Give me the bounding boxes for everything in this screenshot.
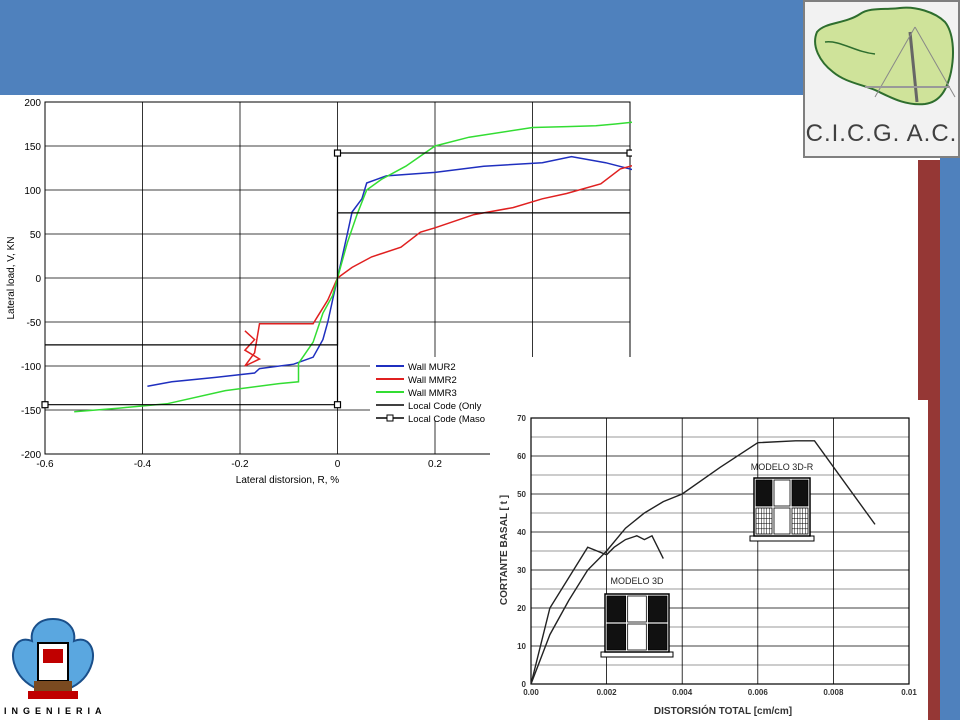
y-tick-label: 30 — [517, 566, 526, 575]
annotation-label: MODELO 3D — [610, 576, 664, 586]
x-tick-label: 0.006 — [748, 688, 769, 697]
y-tick-label: 50 — [30, 230, 42, 241]
building-3d-icon — [600, 593, 674, 658]
side-stripe-blue — [940, 0, 960, 720]
y-tick-label: 40 — [517, 528, 526, 537]
legend-label: Local Code (Only — [408, 401, 482, 412]
y-tick-label: 50 — [517, 490, 526, 499]
x-tick-label: -0.2 — [231, 459, 249, 470]
building-panel — [773, 479, 791, 507]
x-tick-label: -0.4 — [134, 459, 152, 470]
building-panel — [627, 595, 647, 623]
building-panel — [647, 623, 668, 651]
series-line-5 — [45, 152, 630, 406]
x-tick-label: 0.002 — [597, 688, 618, 697]
x-axis-label: Lateral distorsion, R, % — [236, 475, 339, 486]
building-panel — [755, 479, 773, 507]
university-label: INGENIERIA — [4, 706, 107, 716]
series-line-1 — [147, 155, 632, 387]
x-axis-label: DISTORSIÓN TOTAL [cm/cm] — [654, 704, 792, 717]
y-tick-label: 100 — [24, 186, 41, 197]
building-panel — [791, 479, 809, 507]
legend-label: Local Code (Maso — [408, 414, 485, 425]
y-tick-label: 60 — [517, 452, 526, 461]
y-tick-label: 70 — [517, 414, 526, 423]
y-axis-label: Lateral load, V, KN — [6, 236, 17, 319]
base-shear-chart: 0.00 0.002 0.004 0.006 0.008 0.01 0 10 20 30 40 50 6… — [490, 400, 928, 720]
y-tick-label: 0 — [35, 274, 41, 285]
series-line-2 — [530, 534, 664, 685]
series-marker — [333, 149, 342, 157]
building-panel — [773, 507, 791, 535]
building-panel — [606, 623, 627, 651]
header-banner — [0, 0, 805, 95]
university-shield-icon — [8, 615, 98, 720]
y-tick-label: -200 — [21, 450, 41, 461]
legend-label: Wall MMR3 — [408, 388, 457, 399]
series-marker — [626, 149, 632, 157]
series-line-1 — [530, 440, 876, 685]
legend-marker — [386, 414, 394, 422]
x-tick-label: 0.00 — [523, 688, 539, 697]
x-tick-label: 0 — [335, 459, 341, 470]
y-tick-label: 150 — [24, 142, 41, 153]
y-tick-label: 20 — [517, 604, 526, 613]
building-panel — [627, 623, 647, 651]
y-tick-label: 200 — [24, 98, 41, 109]
y-tick-label: -50 — [27, 318, 42, 329]
x-tick-label: 0.01 — [901, 688, 917, 697]
chart-background — [490, 400, 928, 720]
annotation-label: MODELO 3D-R — [751, 462, 814, 472]
y-tick-label: 0 — [522, 680, 527, 689]
series-marker — [333, 401, 342, 409]
building-3d-r-icon — [749, 477, 815, 542]
x-tick-label: 0.2 — [428, 459, 442, 470]
building-panel — [606, 595, 627, 623]
series-line-3 — [74, 121, 632, 413]
building-panel — [647, 595, 668, 623]
y-tick-label: -100 — [21, 362, 41, 373]
cicg-logo: C.I.C.G. A.C. — [803, 0, 960, 158]
y-tick-label: -150 — [21, 406, 41, 417]
y-tick-label: 10 — [517, 642, 526, 651]
x-tick-label: -0.6 — [36, 459, 54, 470]
legend-label: Wall MMR2 — [408, 375, 457, 386]
legend-label: Wall MUR2 — [408, 362, 456, 373]
x-tick-label: 0.004 — [672, 688, 693, 697]
series-line-2 — [243, 164, 632, 367]
y-axis-label: CORTANTE BASAL [ t ] — [499, 495, 510, 605]
map-logo-icon — [814, 6, 956, 106]
logo-text: C.I.C.G. A.C. — [805, 120, 958, 147]
series-marker — [41, 401, 49, 409]
x-tick-label: 0.008 — [823, 688, 844, 697]
